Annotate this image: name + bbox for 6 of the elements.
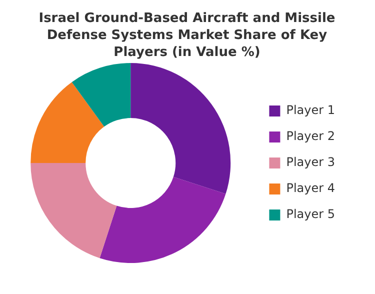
legend-label: Player 5 — [286, 207, 336, 222]
legend-label: Player 4 — [286, 181, 336, 196]
legend-label: Player 1 — [286, 103, 336, 118]
chart-title: Israel Ground-Based Aircraft and Missile Defense Systems Market Share of Key Players (in Value %) — [38, 10, 336, 61]
legend-label: Player 3 — [286, 155, 336, 170]
legend-label: Player 2 — [286, 129, 336, 144]
